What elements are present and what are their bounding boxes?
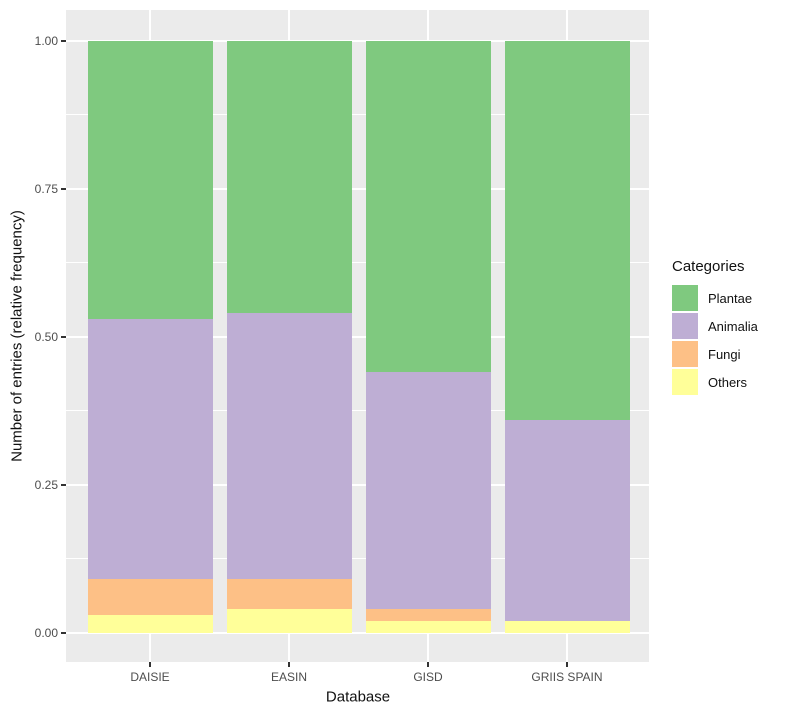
x-tick-mark <box>427 662 429 667</box>
gridline-minor <box>66 410 649 412</box>
x-tick-label-gisd: GISD <box>413 670 443 684</box>
bar-segment-gisd-plantae <box>365 40 491 373</box>
y-tick-label: 1.00 <box>34 33 58 48</box>
y-tick-mark <box>61 483 66 486</box>
legend-item-others: Others <box>672 369 786 395</box>
gridline-major <box>66 483 649 486</box>
x-axis-title: Database <box>325 688 391 706</box>
gridline-major <box>66 39 649 42</box>
bar-segment-gisd-animalia <box>365 372 491 610</box>
bar-segment-easin-fungi <box>226 579 352 609</box>
bar-segment-gisd-others <box>365 620 491 633</box>
bar-segment-daisie-plantae <box>87 40 213 319</box>
gridline-minor <box>66 262 649 264</box>
y-tick-mark <box>61 631 66 634</box>
legend-swatch-fungi <box>672 341 698 367</box>
x-tick-mark <box>149 662 151 667</box>
legend-label: Others <box>708 374 748 390</box>
x-tick-label-daisie: DAISIE <box>130 670 170 684</box>
x-tick-mark <box>288 662 290 667</box>
gridline-minor <box>66 114 649 116</box>
bar-segment-griis-spain-plantae <box>504 40 630 420</box>
bar-segment-daisie-animalia <box>87 318 213 580</box>
legend: Categories Plantae Animalia Fungi Others <box>672 258 786 397</box>
legend-items: Plantae Animalia Fungi Others <box>672 285 786 395</box>
legend-label: Animalia <box>708 318 758 334</box>
legend-item-plantae: Plantae <box>672 285 786 311</box>
legend-label: Plantae <box>708 290 753 306</box>
legend-swatch-plantae <box>672 285 698 311</box>
bar-segment-daisie-fungi <box>87 579 213 615</box>
gridline-minor <box>66 558 649 560</box>
x-tick-mark <box>566 662 568 667</box>
bar-segment-griis-spain-animalia <box>504 419 630 621</box>
y-tick-label: 0.75 <box>34 181 58 196</box>
legend-item-animalia: Animalia <box>672 313 786 339</box>
y-tick-mark <box>61 187 66 190</box>
gridline-major <box>66 631 649 634</box>
bar-segment-easin-others <box>226 609 352 633</box>
bar-segment-easin-plantae <box>226 40 352 313</box>
y-tick-mark <box>61 335 66 338</box>
bar-segment-griis-spain-others <box>504 620 630 633</box>
bar-segment-gisd-fungi <box>365 609 491 621</box>
y-tick-mark <box>61 39 66 42</box>
gridline-major <box>66 187 649 190</box>
gridline-major <box>66 335 649 338</box>
plot-panel <box>66 10 649 662</box>
legend-swatch-animalia <box>672 313 698 339</box>
y-tick-label: 0.00 <box>34 625 58 640</box>
bar-segment-daisie-others <box>87 614 213 633</box>
legend-title: Categories <box>672 258 745 275</box>
legend-label: Fungi <box>708 346 741 362</box>
legend-item-fungi: Fungi <box>672 341 786 367</box>
x-tick-label-griis-spain: GRIIS SPAIN <box>531 670 603 684</box>
y-tick-label: 0.50 <box>34 329 58 344</box>
x-tick-label-easin: EASIN <box>270 670 308 684</box>
legend-swatch-others <box>672 369 698 395</box>
y-tick-label: 0.25 <box>34 477 58 492</box>
bar-segment-easin-animalia <box>226 313 352 580</box>
